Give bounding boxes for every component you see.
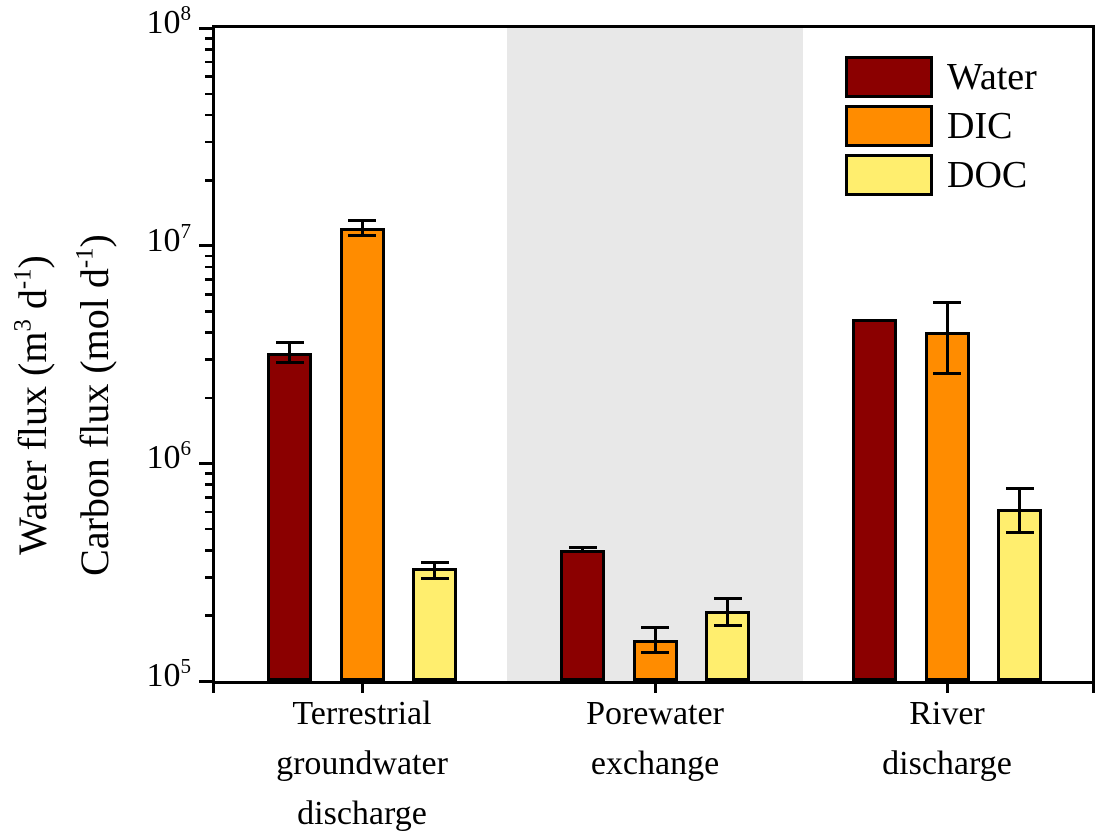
bar-water-1 <box>560 549 605 681</box>
y-minor-tick <box>205 396 212 400</box>
y-minor-tick <box>205 527 212 531</box>
legend: Water DIC DOC <box>845 56 1037 203</box>
error-bar-water-0-cap-bottom <box>275 361 304 365</box>
y-minor-tick <box>205 358 212 362</box>
bar-doc-0 <box>412 568 457 681</box>
error-bar-dic-0-stem <box>360 220 364 236</box>
y-minor-tick <box>205 278 212 281</box>
error-bar-doc-0-stem <box>433 562 436 579</box>
y-minor-tick <box>205 140 212 144</box>
y-minor-tick <box>205 310 212 313</box>
bar-water-0 <box>267 353 312 681</box>
x-tick <box>360 681 364 693</box>
legend-swatch-dic <box>845 105 933 147</box>
y-minor-tick <box>205 576 212 579</box>
legend-label-dic: DIC <box>947 105 1013 147</box>
error-bar-doc-2-cap-top <box>1005 486 1034 490</box>
error-bar-water-1-cap-top <box>568 545 597 549</box>
x-corner-tick <box>212 681 215 693</box>
x-category-label: Terrestrial groundwater discharge <box>276 695 448 831</box>
legend-swatch-doc <box>845 154 933 196</box>
x-category-label: Porewater exchange <box>586 695 724 782</box>
error-bar-doc-0-cap-top <box>420 561 449 565</box>
error-bar-doc-0-cap-bottom <box>420 577 449 581</box>
y-major-tick <box>199 679 212 683</box>
y-minor-tick <box>205 331 212 334</box>
error-bar-doc-1-cap-top <box>713 596 742 600</box>
error-bar-water-0-cap-top <box>275 340 304 344</box>
x-category-label: River discharge <box>882 695 1012 782</box>
legend-swatch-water <box>845 56 933 98</box>
error-bar-doc-2-stem <box>1018 488 1021 533</box>
y-axis-title: Water flux (m3 d-1) Carbon flux (mol d-1) <box>2 45 132 765</box>
legend-item-dic: DIC <box>845 105 1037 147</box>
y-minor-tick <box>205 60 212 64</box>
error-bar-doc-2-cap-bottom <box>1005 531 1034 535</box>
x-corner-tick <box>1092 681 1095 693</box>
highlight-band <box>507 28 803 681</box>
error-bar-doc-1-stem <box>726 598 729 626</box>
error-bar-doc-1-cap-bottom <box>713 623 742 627</box>
y-minor-tick <box>205 48 212 51</box>
y-minor-tick <box>205 292 212 296</box>
legend-label-water: Water <box>947 56 1037 98</box>
y-tick-label: 105 <box>146 653 191 694</box>
y-minor-tick <box>205 36 212 40</box>
error-bar-dic-2-stem <box>945 302 949 373</box>
y-axis-title-line: Carbon flux (mol d-1) <box>71 234 117 576</box>
error-bar-dic-0-cap-top <box>348 218 376 222</box>
y-major-tick <box>199 26 212 30</box>
bar-dic-2 <box>924 332 970 681</box>
y-minor-tick <box>205 75 212 78</box>
y-minor-tick <box>205 254 212 258</box>
error-bar-dic-2-cap-bottom <box>933 371 961 375</box>
y-minor-tick <box>205 265 212 269</box>
y-major-tick <box>199 461 212 465</box>
y-minor-tick <box>205 510 212 514</box>
error-bar-water-0-stem <box>288 342 291 363</box>
bar-water-2 <box>852 319 897 681</box>
y-minor-tick <box>205 548 212 552</box>
error-bar-dic-1-stem <box>653 627 657 653</box>
y-major-tick <box>199 244 212 248</box>
error-bar-water-1-cap-bottom <box>568 550 597 554</box>
y-tick-label: 108 <box>146 0 191 41</box>
x-tick <box>945 681 949 693</box>
error-bar-dic-1-cap-top <box>641 625 669 629</box>
y-minor-tick <box>205 179 212 182</box>
bar-doc-2 <box>997 508 1042 681</box>
y-minor-tick <box>205 472 212 475</box>
y-minor-tick <box>205 92 212 96</box>
y-minor-tick <box>205 113 212 117</box>
y-minor-tick <box>205 483 212 487</box>
y-minor-tick <box>205 614 212 618</box>
y-tick-label: 107 <box>146 218 191 259</box>
error-bar-dic-0-cap-bottom <box>348 234 376 238</box>
legend-label-doc: DOC <box>947 154 1028 196</box>
x-tick <box>653 681 657 693</box>
error-bar-water-1-stem <box>581 547 584 552</box>
y-tick-label: 106 <box>146 436 191 477</box>
bar-dic-0 <box>339 228 385 681</box>
y-axis-title-line: Water flux (m3 d-1) <box>9 255 55 555</box>
y-minor-tick <box>205 496 212 499</box>
error-bar-dic-1-cap-bottom <box>641 651 669 655</box>
legend-item-water: Water <box>845 56 1037 98</box>
legend-item-doc: DOC <box>845 154 1037 196</box>
error-bar-dic-2-cap-top <box>933 300 961 304</box>
